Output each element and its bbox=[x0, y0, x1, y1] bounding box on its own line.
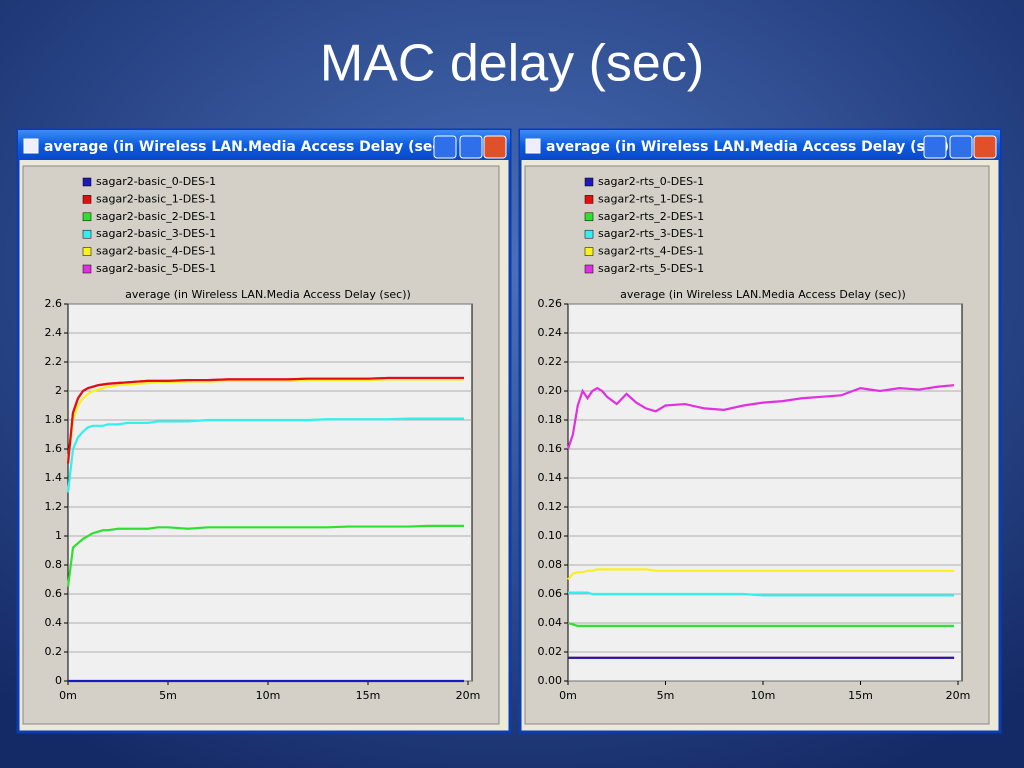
legend-label: sagar2-rts_0-DES-1 bbox=[598, 175, 704, 188]
legend-swatch bbox=[82, 212, 92, 222]
window-title: average (in Wireless LAN.Media Access De… bbox=[44, 139, 453, 155]
series-line bbox=[66, 524, 464, 587]
y-tick-label: 0.02 bbox=[538, 645, 563, 658]
x-tick-label: 20m bbox=[946, 689, 971, 702]
series-line bbox=[568, 591, 955, 597]
legend-label: sagar2-basic_5-DES-1 bbox=[96, 262, 216, 275]
y-tick-label: 1.8 bbox=[45, 413, 63, 426]
legend-label: sagar2-basic_2-DES-1 bbox=[96, 210, 216, 223]
legend-swatch bbox=[82, 195, 92, 204]
series-line bbox=[567, 568, 955, 581]
series-line bbox=[567, 621, 955, 627]
y-tick-label: 2.6 bbox=[45, 297, 63, 310]
chart-title: average (in Wireless LAN.Media Access De… bbox=[125, 288, 411, 301]
y-tick-label: 1.2 bbox=[45, 500, 63, 513]
legend-label: sagar2-basic_1-DES-1 bbox=[96, 192, 216, 205]
y-tick-label: 0.4 bbox=[45, 616, 63, 629]
legend-label: sagar2-rts_2-DES-1 bbox=[598, 210, 704, 223]
y-tick-label: 0.14 bbox=[538, 471, 563, 484]
y-tick-label: 0.20 bbox=[538, 384, 563, 397]
x-tick-label: 0m bbox=[559, 689, 577, 702]
legend-swatch bbox=[82, 247, 92, 256]
y-tick-label: 0.2 bbox=[45, 645, 63, 658]
x-tick-label: 5m bbox=[657, 689, 675, 702]
legend-label: sagar2-basic_3-DES-1 bbox=[96, 227, 216, 240]
legend-swatch bbox=[584, 247, 594, 256]
y-tick-label: 0.12 bbox=[538, 500, 563, 513]
y-tick-label: 0.06 bbox=[538, 587, 563, 600]
y-tick-label: 1.6 bbox=[45, 442, 63, 455]
legend-label: sagar2-rts_3-DES-1 bbox=[598, 227, 704, 240]
y-tick-label: 1.4 bbox=[45, 471, 63, 484]
y-tick-label: 0.18 bbox=[538, 413, 563, 426]
x-tick-label: 10m bbox=[256, 689, 281, 702]
y-tick-label: 0.8 bbox=[45, 558, 63, 571]
x-tick-label: 0m bbox=[59, 689, 77, 702]
legend-label: sagar2-rts_1-DES-1 bbox=[598, 192, 704, 205]
y-tick-label: 0.08 bbox=[538, 558, 563, 571]
y-tick-label: 0.6 bbox=[45, 587, 63, 600]
y-tick-label: 2.2 bbox=[45, 355, 63, 368]
legend-swatch bbox=[584, 195, 594, 204]
app-icon bbox=[525, 138, 541, 154]
legend-swatch bbox=[584, 264, 594, 274]
y-tick-label: 0.00 bbox=[538, 674, 563, 687]
maximize-button[interactable] bbox=[949, 135, 973, 159]
legend-label: sagar2-basic_0-DES-1 bbox=[96, 175, 216, 188]
x-tick-label: 15m bbox=[848, 689, 873, 702]
legend-label: sagar2-rts_5-DES-1 bbox=[598, 262, 704, 275]
title-bar bbox=[520, 130, 1000, 160]
y-tick-label: 0.10 bbox=[538, 529, 563, 542]
series-line bbox=[566, 384, 955, 450]
legend-swatch bbox=[82, 177, 92, 187]
y-tick-label: 2.4 bbox=[45, 326, 63, 339]
app-icon bbox=[23, 138, 39, 154]
x-tick-label: 15m bbox=[356, 689, 381, 702]
minimize-button[interactable] bbox=[433, 135, 457, 159]
minimize-button[interactable] bbox=[923, 135, 947, 159]
chart-title: average (in Wireless LAN.Media Access De… bbox=[620, 288, 906, 301]
legend-swatch bbox=[584, 177, 594, 187]
window-title: average (in Wireless LAN.Media Access De… bbox=[546, 139, 955, 155]
x-tick-label: 5m bbox=[159, 689, 177, 702]
y-tick-label: 0.24 bbox=[538, 326, 563, 339]
y-tick-label: 2 bbox=[55, 384, 62, 397]
legend-swatch bbox=[584, 212, 594, 222]
series-line bbox=[66, 376, 464, 464]
legend-swatch bbox=[584, 229, 594, 239]
y-tick-label: 0 bbox=[55, 674, 62, 687]
close-button[interactable] bbox=[973, 135, 997, 159]
series-line bbox=[66, 378, 464, 464]
x-tick-label: 20m bbox=[456, 689, 481, 702]
maximize-button[interactable] bbox=[459, 135, 483, 159]
plot-area bbox=[67, 303, 473, 682]
close-button[interactable] bbox=[483, 135, 507, 159]
legend-label: sagar2-rts_4-DES-1 bbox=[598, 245, 704, 258]
y-tick-label: 0.04 bbox=[538, 616, 563, 629]
legend-swatch bbox=[82, 264, 92, 274]
x-tick-label: 10m bbox=[751, 689, 776, 702]
y-tick-label: 0.26 bbox=[538, 297, 563, 310]
slide-title: MAC delay (sec) bbox=[320, 35, 704, 93]
y-tick-label: 1 bbox=[55, 529, 62, 542]
y-tick-label: 0.22 bbox=[538, 355, 563, 368]
title-bar bbox=[18, 130, 510, 160]
plot-area bbox=[567, 303, 963, 682]
legend-swatch bbox=[82, 229, 92, 239]
legend-label: sagar2-basic_4-DES-1 bbox=[96, 245, 216, 258]
series-line bbox=[66, 417, 464, 493]
y-tick-label: 0.16 bbox=[538, 442, 563, 455]
